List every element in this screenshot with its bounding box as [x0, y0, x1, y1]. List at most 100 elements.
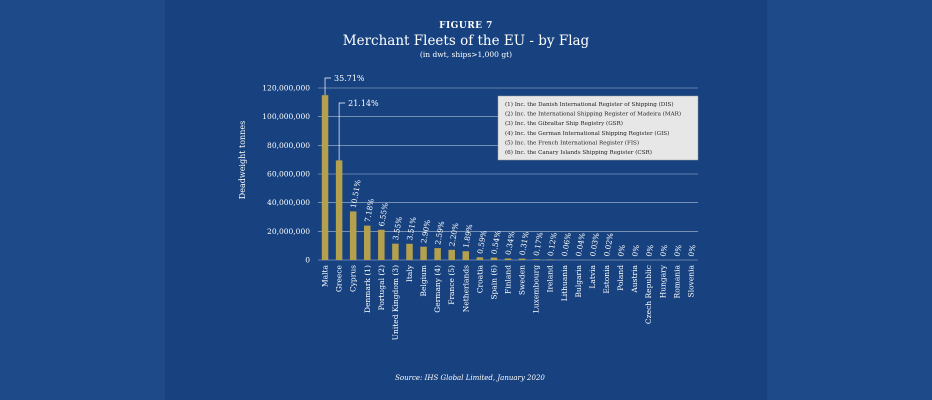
- data-label: 35.71%: [334, 74, 365, 83]
- data-label: 0.04%: [574, 232, 587, 257]
- y-tick-label: 40,000,000: [267, 198, 310, 207]
- data-label: 10.51%: [349, 179, 363, 209]
- bar: [406, 243, 413, 260]
- bar: [546, 259, 554, 260]
- x-tick-label: Croatia: [475, 264, 484, 293]
- bar: [321, 95, 329, 261]
- y-axis-label: Deadweight tonnes: [238, 121, 247, 199]
- x-tick-label: Sweden: [518, 265, 527, 295]
- data-label: 7.18%: [363, 198, 376, 223]
- data-label: 2.90%: [419, 219, 432, 244]
- legend-entry: (4) Inc. the German International Shippi…: [505, 130, 669, 137]
- bar: [349, 211, 357, 260]
- x-tick-label: Italy: [405, 264, 414, 282]
- bar: [335, 160, 343, 260]
- x-tick-label: Estonia: [602, 264, 611, 293]
- bar: [518, 258, 526, 260]
- data-label: 2.59%: [433, 220, 446, 245]
- legend-entry: (2) Inc. the International Shipping Regi…: [505, 111, 681, 118]
- x-tick-label: Hungary: [658, 264, 667, 298]
- legend-box: (1) Inc. the Danish International Regist…: [497, 95, 699, 161]
- x-tick-label: Luxembourg: [532, 265, 541, 313]
- x-tick-label: Cyprus: [349, 265, 358, 292]
- bar: [476, 257, 484, 260]
- data-label: 0.12%: [546, 232, 559, 257]
- data-label: 0.34%: [504, 231, 517, 256]
- bar: [504, 258, 512, 260]
- data-label: 0.31%: [518, 231, 531, 256]
- x-tick-label: Malta: [321, 264, 330, 287]
- chart-subtitle: (in dwt, ships>1,000 gt): [420, 50, 512, 59]
- data-label: 0.02%: [602, 232, 615, 257]
- data-label: 0.17%: [532, 232, 545, 257]
- figure-panel: [165, 0, 767, 400]
- bar: [420, 246, 427, 260]
- data-label: 3.55%: [391, 216, 404, 241]
- x-tick-label: Denmark (1): [363, 265, 372, 313]
- leader-line: [338, 102, 346, 161]
- y-tick-label: 100,000,000: [262, 112, 310, 121]
- legend-background: [497, 95, 699, 161]
- x-tick-label: Latvia: [588, 264, 597, 288]
- x-tick-labels: Malta Greece Cyprus Denmark (1) Portugal (2)…: [321, 264, 696, 340]
- legend-entry: (3) Inc. the Gibraltar Ship Registry (GS…: [505, 120, 623, 127]
- legend-entry: (6) Inc. the Canary Islands Shipping Reg…: [505, 149, 652, 156]
- data-label: 0.03%: [588, 232, 601, 257]
- y-tick-label: 0: [305, 256, 310, 265]
- bar: [490, 257, 498, 260]
- bar-series: [321, 95, 610, 261]
- bar: [532, 259, 540, 260]
- x-tick-label: Bulgaria: [574, 264, 583, 297]
- x-tick-label: Spain (6): [489, 265, 498, 300]
- data-label: 0%: [616, 244, 627, 257]
- legend-entry: (5) Inc. the French International Regist…: [505, 139, 639, 146]
- chart-title: Merchant Fleets of the EU - by Flag: [343, 33, 590, 49]
- bar: [462, 251, 470, 260]
- y-tick-labels: 0 20,000,000 40,000,000 60,000,000 80,000,00…: [262, 84, 310, 265]
- data-label: 0%: [644, 244, 655, 257]
- x-tick-label: United Kingdom (3): [391, 265, 400, 340]
- x-tick-label: Lithuania: [560, 264, 569, 301]
- data-label: 1.89%: [461, 224, 474, 249]
- x-tick-label: Greece: [335, 264, 344, 292]
- data-label: 0%: [687, 244, 698, 257]
- x-tick-label: Belgium: [419, 265, 428, 297]
- data-label: 21.14%: [348, 99, 379, 108]
- y-tick-label: 120,000,000: [262, 84, 310, 93]
- bar: [364, 225, 371, 260]
- data-label: 0.59%: [475, 230, 488, 255]
- x-tick-label: France (5): [447, 265, 456, 305]
- x-tick-label: Slovenia: [686, 264, 695, 297]
- y-tick-label: 60,000,000: [267, 170, 310, 179]
- y-tick-label: 80,000,000: [267, 141, 310, 150]
- source-note: Source: IHS Global Limited, January 2020: [395, 374, 545, 382]
- bar: [392, 243, 399, 260]
- bar: [448, 249, 455, 260]
- data-label: 0.06%: [560, 232, 573, 257]
- data-labels: 35.71%21.14%10.51%7.18% 6.55%3.55% 3.51% 2.…: [334, 74, 697, 257]
- bar: [378, 229, 385, 260]
- figure-label: FIGURE 7: [439, 21, 493, 31]
- data-label: 0%: [630, 244, 641, 257]
- x-tick-label: Portugal (2): [377, 265, 386, 310]
- legend-entry: (1) Inc. the Danish International Regist…: [505, 101, 674, 108]
- leader-line: [324, 77, 332, 96]
- data-label: 6.55%: [377, 202, 390, 227]
- y-tick-label: 20,000,000: [267, 227, 310, 236]
- x-tick-label: Romania: [672, 264, 681, 298]
- data-label: 0%: [672, 244, 683, 257]
- data-label: 2.20%: [447, 222, 460, 247]
- x-tick-label: Ireland: [546, 265, 555, 293]
- data-label: 0.54%: [490, 230, 503, 255]
- x-tick-label: Finland: [504, 265, 513, 294]
- x-tick-label: Poland: [616, 265, 625, 291]
- x-tick-label: Czech Republic: [644, 265, 653, 324]
- data-label: 3.51%: [405, 216, 418, 241]
- bar: [434, 248, 441, 260]
- data-label: 0%: [658, 244, 669, 257]
- label-leader-lines: [324, 77, 346, 161]
- x-tick-label: Austria: [630, 264, 639, 293]
- x-tick-label: Netherlands: [461, 265, 470, 312]
